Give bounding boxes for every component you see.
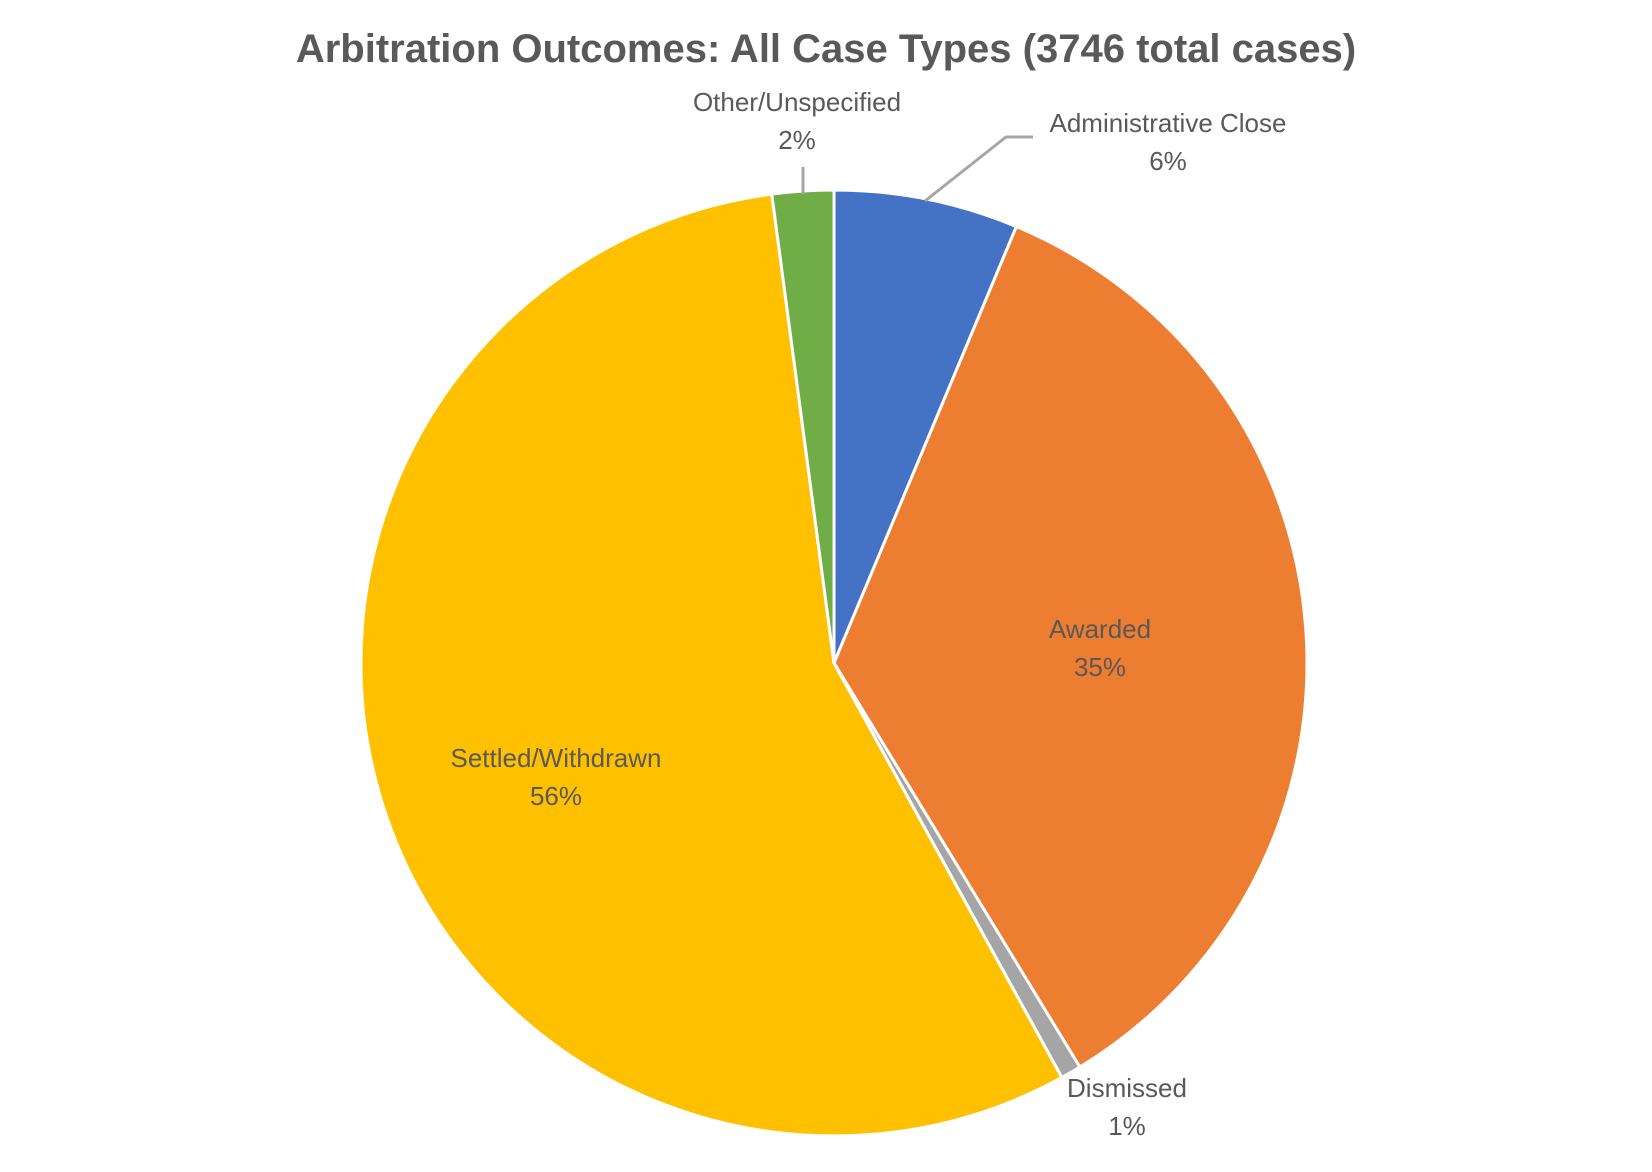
data-label-percent-settled-withdrawn: 56% (530, 781, 582, 811)
leader-line-administrative-close (924, 135, 1033, 203)
data-label-percent-dismissed: 1% (1108, 1111, 1146, 1141)
data-labels: Administrative Close 6% Awarded 35% Dismisse… (451, 87, 1287, 1141)
data-label-percent-other-unspecified: 2% (778, 125, 816, 155)
data-label-percent-awarded: 35% (1074, 652, 1126, 682)
data-label-name-awarded: Awarded (1049, 614, 1151, 644)
data-label-percent-administrative-close: 6% (1149, 146, 1187, 176)
chart-title: Arbitration Outcomes: All Case Types (37… (296, 27, 1356, 71)
data-label-name-other-unspecified: Other/Unspecified (693, 87, 901, 117)
data-label-name-dismissed: Dismissed (1067, 1073, 1187, 1103)
leader-lines (801, 135, 1033, 203)
data-label-name-settled-withdrawn: Settled/Withdrawn (451, 743, 662, 773)
pie-slices (359, 188, 1309, 1138)
pie-slice-settled-withdrawn (359, 192, 1064, 1138)
data-label-name-administrative-close: Administrative Close (1050, 108, 1287, 138)
